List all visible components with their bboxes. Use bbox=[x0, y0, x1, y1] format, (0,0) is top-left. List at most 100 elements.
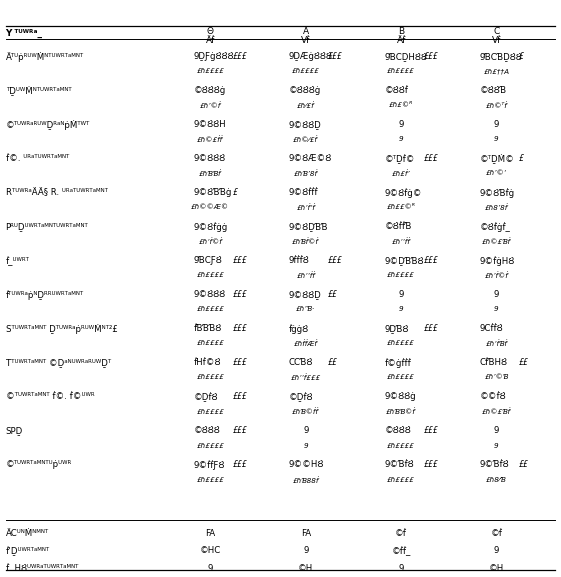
Text: 9©Ȣḟġ©: 9©Ȣḟġ© bbox=[384, 188, 422, 198]
Text: 9©ƁḟȢ: 9©ƁḟȢ bbox=[480, 460, 509, 470]
Text: £ɦ££££: £ɦ££££ bbox=[196, 306, 224, 312]
Text: ḟ‘Ḏᵁᵂᴿᵀᵃᴹᴺᵀ: ḟ‘Ḏᵁᵂᴿᵀᵃᴹᴺᵀ bbox=[6, 546, 50, 556]
Text: £££: £££ bbox=[424, 460, 438, 470]
Text: 9©ḟġHȢ: 9©ḟġHȢ bbox=[480, 256, 515, 266]
Text: 9: 9 bbox=[494, 290, 499, 299]
Text: ££: ££ bbox=[328, 358, 338, 368]
Text: CCƁȢ: CCƁȢ bbox=[289, 358, 313, 368]
Text: 9: 9 bbox=[494, 443, 499, 448]
Text: ©ȢȢȢ: ©ȢȢȢ bbox=[384, 426, 411, 436]
Text: 9©ȢȢġ: 9©ȢȢġ bbox=[384, 392, 416, 402]
Text: £ɦ££££: £ɦ££££ bbox=[387, 272, 415, 278]
Text: ©ḟ: ©ḟ bbox=[395, 529, 407, 538]
Text: £ɦ££££: £ɦ££££ bbox=[387, 443, 415, 448]
Text: 9CḟḟȢ: 9CḟḟȢ bbox=[480, 324, 503, 334]
Text: 9: 9 bbox=[398, 120, 404, 129]
Text: 9: 9 bbox=[494, 306, 499, 312]
Text: 9©Ȣḟḟḟ: 9©Ȣḟḟḟ bbox=[289, 188, 319, 197]
Text: £ɦ£††A: £ɦ£††A bbox=[484, 68, 509, 74]
Text: 9: 9 bbox=[303, 426, 309, 436]
Text: ḟ©. ᵁᴿᵃᵀᵁᵂᴿᵀᵃᴹᴺᵀ: ḟ©. ᵁᴿᵃᵀᵁᵂᴿᵀᵃᴹᴺᵀ bbox=[6, 154, 69, 163]
Text: ḟƁƁƁȢ: ḟƁƁƁȢ bbox=[194, 324, 222, 334]
Text: Vḟ: Vḟ bbox=[492, 36, 501, 46]
Text: £ɦ££££: £ɦ££££ bbox=[196, 443, 224, 448]
Text: 9ƁCƑȢ: 9ƁCƑȢ bbox=[194, 256, 222, 265]
Text: ©ȢȢḟ: ©ȢȢḟ bbox=[384, 86, 408, 95]
Text: 9: 9 bbox=[304, 443, 308, 448]
Text: ££: ££ bbox=[328, 290, 338, 299]
Text: ©ȢḟḟƁ: ©ȢḟḟƁ bbox=[384, 222, 412, 231]
Text: Äḟ: Äḟ bbox=[206, 36, 215, 46]
Text: 9©ȢȢḎ: 9©ȢȢḎ bbox=[289, 290, 321, 299]
Text: ©HC: ©HC bbox=[200, 546, 221, 556]
Text: 9: 9 bbox=[494, 136, 499, 142]
Text: Θ: Θ bbox=[207, 27, 214, 36]
Text: 9ƁCƁḎȢȢ: 9ƁCƁḎȢȢ bbox=[480, 52, 522, 61]
Text: £ɦ‘‘ḟ£££: £ɦ‘‘ḟ£££ bbox=[291, 374, 321, 381]
Text: ©ḟ: ©ḟ bbox=[490, 529, 503, 538]
Text: ©ḟḟ_: ©ḟḟ_ bbox=[392, 546, 411, 556]
Text: A: A bbox=[303, 27, 309, 36]
Text: 9©ȢƁƁġ: 9©ȢƁƁġ bbox=[194, 188, 232, 197]
Text: ᵀḎᵁᵂṀᴺᵀᵁᵂᴿᵀᵃᴹᴺᵀ: ᵀḎᵁᵂṀᴺᵀᵁᵂᴿᵀᵃᴹᴺᵀ bbox=[6, 86, 71, 96]
Text: 9ḟḟḟȢ: 9ḟḟḟȢ bbox=[289, 256, 310, 265]
Text: FA: FA bbox=[205, 529, 215, 538]
Text: £ɦƁḟ©ḟ: £ɦƁḟ©ḟ bbox=[292, 238, 319, 245]
Text: £ɦ££©ᴿ: £ɦ££©ᴿ bbox=[387, 204, 416, 210]
Text: £ɦ©©Æ©: £ɦ©©Æ© bbox=[191, 204, 229, 210]
Text: £££: £££ bbox=[233, 392, 247, 402]
Text: Tᵀᵁᵂᴿᵀᵃᴹᴺᵀ ©ḎᵃᴺᵁᵂᴿᵃᴿᵁᵂḎᵀ: Tᵀᵁᵂᴿᵀᵃᴹᴺᵀ ©ḎᵃᴺᵁᵂᴿᵃᴿᵁᵂḎᵀ bbox=[6, 358, 111, 368]
Text: £ɦ££££: £ɦ££££ bbox=[387, 340, 415, 346]
Text: £££: £££ bbox=[233, 426, 247, 436]
Text: £ɦ’©ḟ: £ɦ’©ḟ bbox=[200, 102, 221, 109]
Text: 9ḎÆġȢȢȢ: 9ḎÆġȢȢȢ bbox=[289, 52, 333, 61]
Text: 9: 9 bbox=[494, 546, 499, 556]
Text: 9ḎƑġȢȢȢ: 9ḎƑġȢȢȢ bbox=[194, 52, 234, 61]
Text: 9: 9 bbox=[494, 426, 499, 436]
Text: 9©ḎƁƁȢ: 9©ḎƁƁȢ bbox=[384, 256, 424, 265]
Text: 9: 9 bbox=[399, 306, 403, 312]
Text: ©H: ©H bbox=[298, 564, 314, 573]
Text: £ɦ©£ḟḟ: £ɦ©£ḟḟ bbox=[197, 136, 223, 143]
Text: £: £ bbox=[519, 52, 524, 61]
Text: £ɦ‘ḟƁḟ: £ɦ‘ḟƁḟ bbox=[486, 340, 507, 347]
Text: £ɦ££££: £ɦ££££ bbox=[387, 68, 415, 74]
Text: £ɦƁƁḟ: £ɦƁƁḟ bbox=[199, 170, 222, 177]
Text: ÄᵀᵁṗᴿᵁᵂṀᴺᵀᵁᵂᴿᵀᵃᴹᴺᵀ: ÄᵀᵁṗᴿᵁᵂṀᴺᵀᵁᵂᴿᵀᵃᴹᴺᵀ bbox=[6, 52, 84, 62]
Text: 9©ȢḎƁƁ: 9©ȢḎƁƁ bbox=[289, 222, 328, 231]
Text: ©ȢȢȢġ: ©ȢȢȢġ bbox=[289, 86, 321, 95]
Text: ©ȢȢȢ: ©ȢȢȢ bbox=[194, 426, 220, 436]
Text: £££: £££ bbox=[424, 256, 438, 265]
Text: ḟHḟ©Ȣ: ḟHḟ©Ȣ bbox=[194, 358, 221, 368]
Text: £ɦ‘‘ḟḟ: £ɦ‘‘ḟḟ bbox=[392, 238, 411, 245]
Text: 9: 9 bbox=[398, 290, 404, 299]
Text: ©ᵀᵁᵂᴿᵃᴿᵁᵂḎᴿᵃᴺṗṀᵀᵂᵀ: ©ᵀᵁᵂᴿᵃᴿᵁᵂḎᴿᵃᴺṗṀᵀᵂᵀ bbox=[6, 120, 90, 130]
Text: £ɦ‘‘ḟḟ: £ɦ‘‘ḟḟ bbox=[296, 272, 315, 279]
Text: 9©ȢÆ©Ȣ: 9©ȢÆ©Ȣ bbox=[289, 154, 332, 163]
Text: £££: £££ bbox=[328, 256, 343, 265]
Text: ©H: ©H bbox=[489, 564, 504, 573]
Text: £ɦ8⁄Ɓ: £ɦ8⁄Ɓ bbox=[486, 477, 507, 482]
Text: £ɦ©ᵀḟ: £ɦ©ᵀḟ bbox=[486, 102, 507, 109]
Text: £: £ bbox=[519, 154, 524, 163]
Text: 9©ḟḟƑȢ: 9©ḟḟƑȢ bbox=[194, 460, 225, 470]
Text: £££: £££ bbox=[233, 290, 247, 299]
Text: ©ḎḟȢ: ©ḎḟȢ bbox=[289, 392, 314, 402]
Text: Äḟ: Äḟ bbox=[397, 36, 406, 46]
Text: ££: ££ bbox=[519, 460, 528, 470]
Text: 9: 9 bbox=[303, 546, 309, 556]
Text: CḟƁHȢ: CḟƁHȢ bbox=[480, 358, 508, 368]
Text: £££: £££ bbox=[233, 52, 247, 61]
Text: £ɦ££££: £ɦ££££ bbox=[292, 68, 320, 74]
Text: Sᵀᵁᵂᴿᵀᵃᴹᴺᵀ ḎᵀᵁᵂᴿᵃṗᴿᵁᵂṀᴺᵀ²£: Sᵀᵁᵂᴿᵀᵃᴹᴺᵀ ḎᵀᵁᵂᴿᵃṗᴿᵁᵂṀᴺᵀ²£ bbox=[6, 324, 117, 334]
Text: £ɦḟḟÆḟ: £ɦḟḟÆḟ bbox=[294, 340, 318, 347]
Text: ḟ. HȢᵁᵂᴿᵃᵀᵁᵂᴿᵀᵃᴹᴺᵀ: ḟ. HȢᵁᵂᴿᵃᵀᵁᵂᴿᵀᵃᴹᴺᵀ bbox=[6, 564, 78, 573]
Text: £ɦ‘ḟ‘ḟ: £ɦ‘ḟ‘ḟ bbox=[296, 204, 315, 211]
Text: £ɦ©£Ɓḟ: £ɦ©£Ɓḟ bbox=[482, 238, 511, 245]
Text: £ɦ’©Ɓ: £ɦ’©Ɓ bbox=[484, 374, 509, 380]
Text: 9©©HȢ: 9©©HȢ bbox=[289, 460, 324, 470]
Text: ©ḎḟȢ: ©ḎḟȢ bbox=[194, 392, 218, 402]
Text: £ɦ’Ɓ·: £ɦ’Ɓ· bbox=[296, 306, 315, 312]
Text: ḟ_ᵁᵂᴿᵀ: ḟ_ᵁᵂᴿᵀ bbox=[6, 256, 30, 266]
Text: £ɦ££££: £ɦ££££ bbox=[196, 272, 224, 278]
